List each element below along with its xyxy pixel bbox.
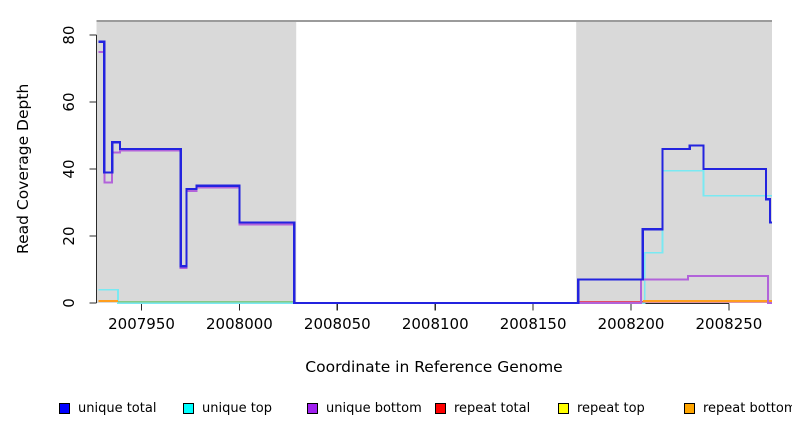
series-group	[98, 40, 772, 305]
series-unique-top	[98, 169, 772, 304]
x-tick-label: 2008150	[500, 315, 567, 333]
x-axis-title: Coordinate in Reference Genome	[305, 358, 563, 376]
legend-item-repeat-bottom: repeat bottom	[684, 399, 792, 417]
series-unique-total	[98, 40, 772, 305]
legend-swatch-unique-total	[59, 402, 70, 414]
legend-swatch-repeat-top	[558, 402, 569, 414]
legend-label: repeat top	[577, 400, 645, 416]
repeat-region-bands	[96, 21, 772, 303]
legend: unique total unique top unique bottom re…	[0, 399, 792, 421]
legend-label: unique total	[78, 400, 157, 416]
x-tick-label: 2008250	[696, 315, 763, 333]
x-tick-label: 2008100	[402, 315, 469, 333]
y-tick-label: 40	[60, 159, 78, 178]
legend-item-repeat-total: repeat total	[435, 399, 530, 417]
legend-label: repeat total	[454, 400, 531, 416]
legend-swatch-unique-bottom	[307, 402, 318, 414]
legend-label: unique bottom	[326, 400, 422, 416]
legend-swatch-repeat-total	[435, 402, 446, 414]
x-tick-label: 2008050	[304, 315, 371, 333]
y-tick-label: 20	[60, 226, 78, 245]
y-tick-label: 0	[60, 298, 78, 308]
x-tick-label: 2007950	[108, 315, 175, 333]
repeat-region-band	[96, 21, 297, 303]
legend-item-repeat-top: repeat top	[558, 399, 645, 417]
legend-label: unique top	[202, 400, 273, 416]
legend-item-unique-total: unique total	[59, 399, 156, 417]
legend-swatch-unique-top	[183, 402, 194, 414]
y-tick-label: 80	[60, 26, 78, 45]
coverage-plot: 2007950 2008000 2008050 2008100 2008150 20082…	[60, 20, 772, 333]
legend-swatch-repeat-bottom	[684, 402, 695, 414]
legend-item-unique-top: unique top	[183, 399, 272, 417]
y-axis-title: Read Coverage Depth	[14, 83, 32, 255]
x-tick-label: 2008200	[598, 315, 665, 333]
y-tick-label: 60	[60, 93, 78, 112]
tick-labels: 2007950 2008000 2008050 2008100 2008150 20082…	[60, 26, 762, 333]
legend-item-unique-bottom: unique bottom	[307, 399, 422, 417]
legend-label: repeat bottom	[703, 400, 792, 416]
repeat-region-band	[576, 21, 772, 303]
x-tick-label: 2008000	[206, 315, 273, 333]
